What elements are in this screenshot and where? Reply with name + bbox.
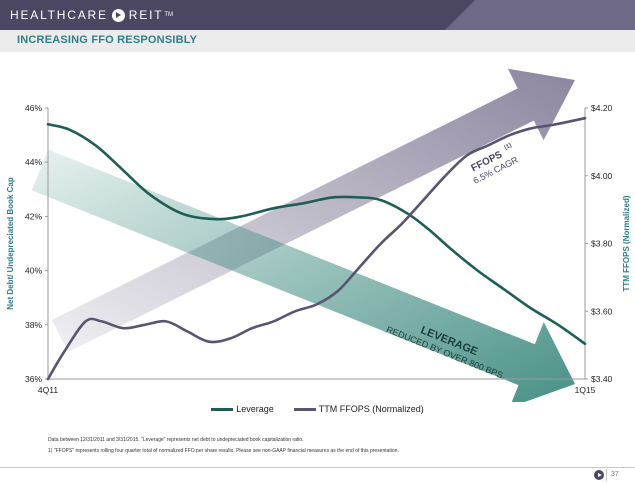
brand-suffix: REIT [128,8,164,22]
header-accent [445,0,635,30]
legend-swatch-leverage [211,407,234,411]
brand-name: HEALTHCARE [10,8,108,22]
right-tick-label: $4.00 [591,171,613,181]
slide-title: INCREASING FFO RESPONSIBLY [17,34,198,46]
title-band [0,30,635,52]
ffops-arrow [52,68,575,353]
right-axis-title: TTM FFOPS (Normalized) [622,195,631,291]
footer-divider [0,467,635,468]
ffops-footnote-mark: (1) [504,143,513,152]
right-tick-label: $3.60 [591,306,613,316]
right-tick-label: $4.20 [591,103,613,113]
x-tick-label: 4Q11 [38,385,58,395]
left-tick-label: 46% [25,103,42,113]
legend-label-ffops: TTM FFOPS (Normalized) [318,404,424,414]
brand-arrow-icon [111,8,125,22]
left-axis-title: Net Debt/ Undepreciated Book Cap [6,177,15,310]
ffops-line [46,116,587,381]
legend-label-leverage: Leverage [236,404,274,414]
leverage-arrow [31,149,575,402]
footnote-ffops: 1) "FFOPS" represents rolling four quart… [48,448,399,454]
left-tick-label: 38% [25,320,42,330]
legend-item-ffops: TTM FFOPS (Normalized) [293,404,424,414]
footer-arrow-icon [594,470,604,480]
brand-logo: HEALTHCARE REIT TM [10,8,173,22]
left-tick-label: 42% [25,211,42,221]
page-number: 37 [611,471,619,478]
trademark-mark: TM [164,12,174,18]
chart: 36% 38% 40% 42% 44% 46% $3.40 $3.60 $3.80 $4.00 $4… [6,68,631,402]
left-tick-label: 40% [25,266,42,276]
right-tick-label: $3.40 [591,374,613,384]
x-tick-label: 1Q15 [575,385,596,395]
right-tick-label: $3.80 [591,239,613,249]
leverage-line [46,123,587,346]
footer-separator [606,469,607,481]
left-tick-label: 44% [25,157,42,167]
legend-item-leverage: Leverage [211,404,274,414]
legend-swatch-ffops [293,407,316,411]
footnote-data-range: Data between 12/31/2011 and 3/31/2015. "… [48,437,304,443]
left-tick-label: 36% [25,374,42,384]
chart-legend: Leverage TTM FFOPS (Normalized) [0,404,635,414]
